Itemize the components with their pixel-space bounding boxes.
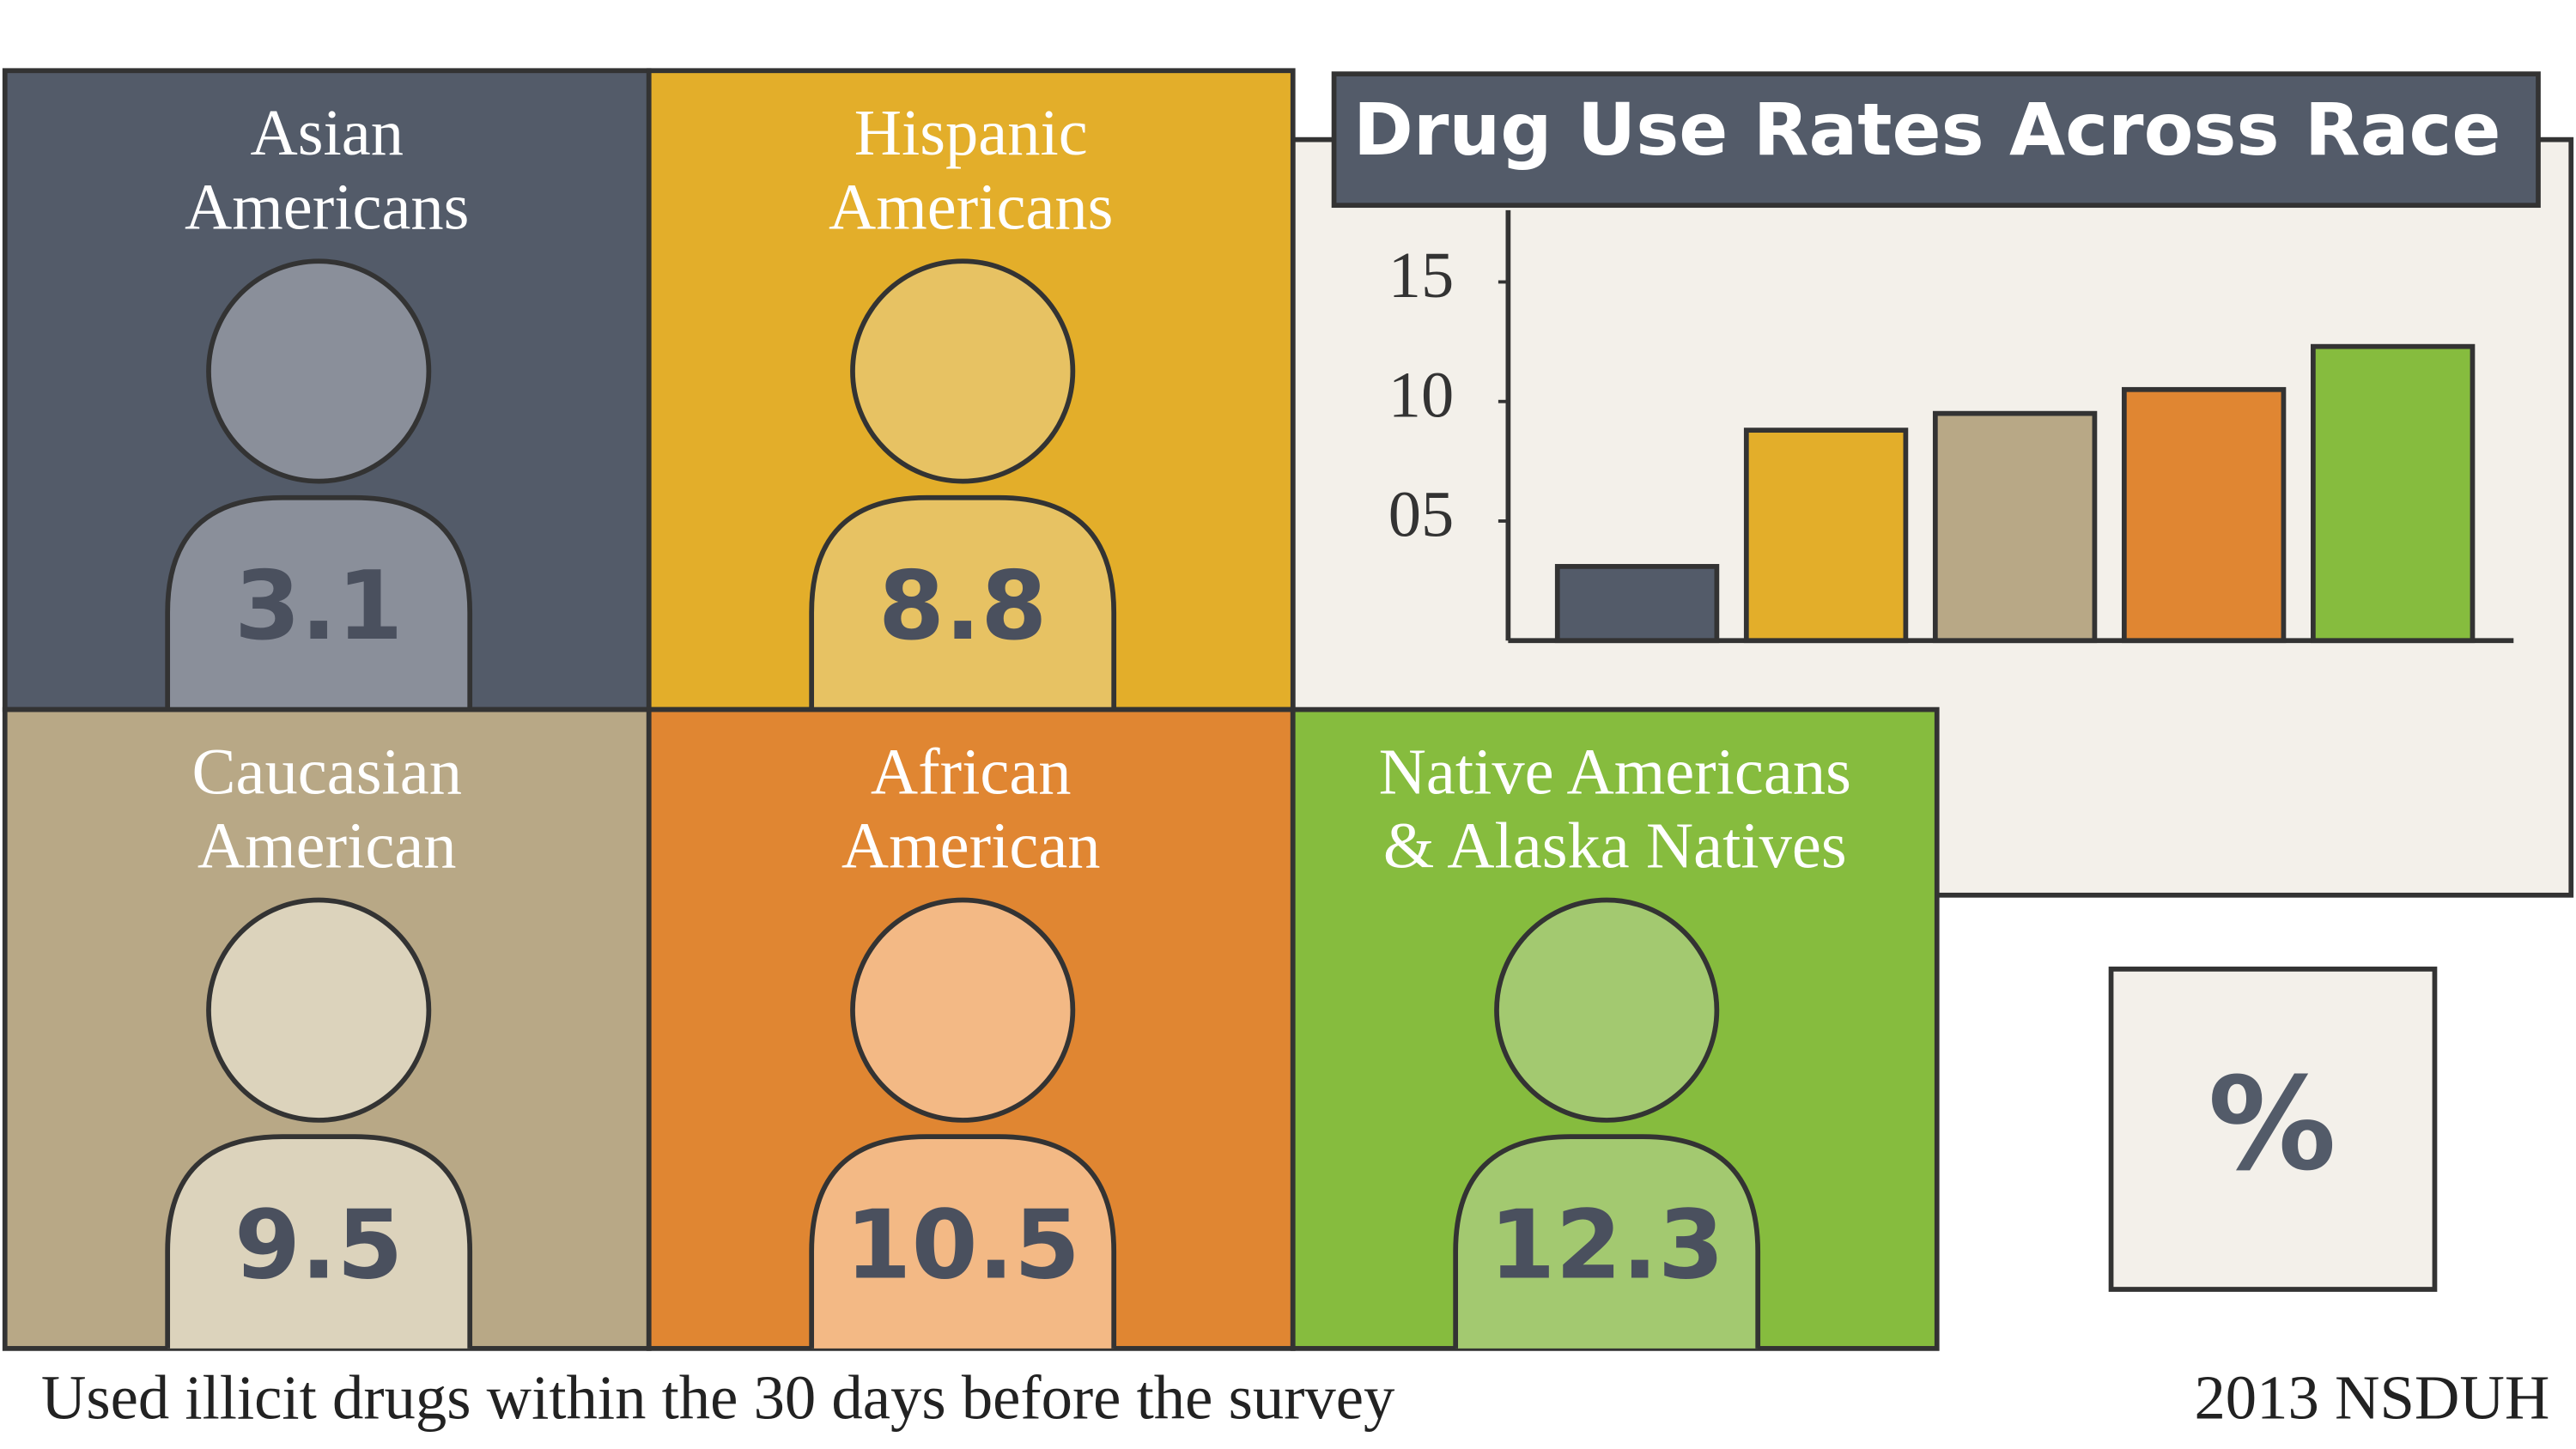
source: 2013 NSDUH [2194, 1363, 2549, 1433]
bar [1743, 427, 1909, 644]
value-label: 9.5 [234, 1190, 404, 1300]
value-label: 12.3 [1489, 1190, 1724, 1300]
tile-label: Caucasian [192, 736, 462, 809]
figure-body [809, 494, 1117, 710]
tile-label: African [871, 736, 1072, 809]
bar [2311, 343, 2476, 644]
figure-head [1494, 897, 1720, 1123]
y-tick-label: 05 [1388, 478, 1455, 551]
tile-label: American [197, 809, 457, 882]
bar [1554, 564, 1720, 644]
bar [2121, 386, 2287, 644]
y-tick-label: 10 [1388, 358, 1455, 431]
bar [1932, 410, 2098, 644]
figure-body [165, 1134, 473, 1349]
figure-head [206, 258, 432, 484]
figure-body [165, 494, 473, 710]
tile-label: Hispanic [854, 96, 1088, 169]
tile-label: Americans [829, 170, 1113, 243]
title-box [1331, 71, 2541, 209]
unit-box [2108, 967, 2438, 1292]
figure-head [850, 258, 1076, 484]
value-label: 10.5 [845, 1190, 1080, 1300]
note: Used illicit drugs within the 30 days be… [41, 1363, 1395, 1433]
value-label: 8.8 [878, 551, 1048, 662]
value-label: 3.1 [234, 551, 404, 662]
tile-label: Native Americans [1379, 736, 1851, 809]
y-tick-label: 15 [1388, 239, 1455, 312]
tile-label: American [841, 809, 1101, 882]
figure-body [809, 1134, 1117, 1349]
unit-label: % [2208, 1050, 2336, 1199]
figure-body [1453, 1134, 1761, 1349]
tile-label: Americans [185, 170, 469, 243]
tile-label: Asian [250, 96, 404, 169]
figure-head [850, 897, 1076, 1123]
tile-label: & Alaska Natives [1383, 809, 1847, 882]
chart-title: Drug Use Rates Across Race [1353, 88, 2500, 172]
figure-head [206, 897, 432, 1123]
